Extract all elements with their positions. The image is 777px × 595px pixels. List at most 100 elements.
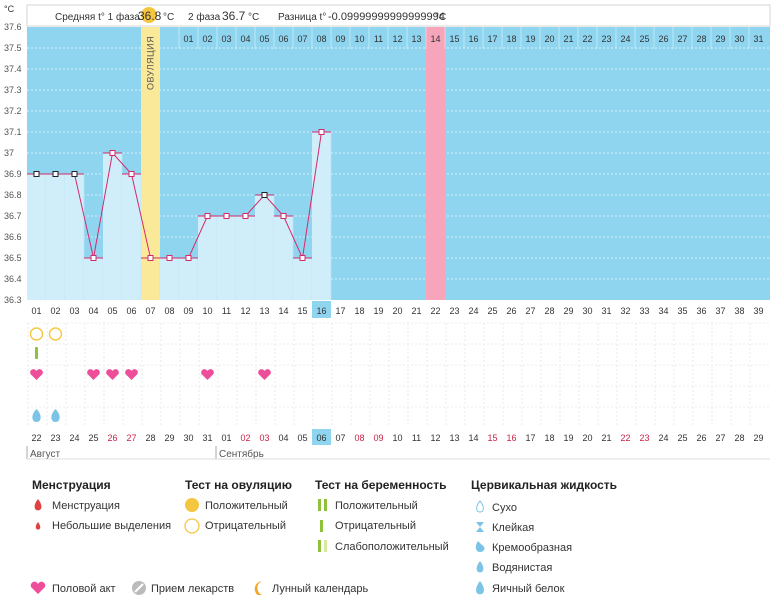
y-tick-label: 36.9 xyxy=(4,169,22,179)
temp-bar xyxy=(293,258,312,300)
pregnancy-positive-icon xyxy=(324,499,327,511)
intercourse-heart xyxy=(30,369,43,380)
calendar-date-label: 22 xyxy=(31,433,41,443)
cycle-day-label: 39 xyxy=(753,306,763,316)
temp-point[interactable] xyxy=(128,171,135,177)
cycle-day-label: 14 xyxy=(278,306,288,316)
temp-bar xyxy=(312,132,331,300)
top-day-label: 30 xyxy=(734,34,744,44)
egg-white-drop xyxy=(51,409,60,422)
cycle-day-label: 32 xyxy=(620,306,630,316)
top-day-label: 25 xyxy=(639,34,649,44)
temp-point[interactable] xyxy=(109,150,116,156)
calendar-date-label: 24 xyxy=(69,433,79,443)
temp-point[interactable] xyxy=(299,255,306,261)
calendar-date-label: 19 xyxy=(563,433,573,443)
calendar-date-label: 26 xyxy=(696,433,706,443)
y-tick-label: 37.4 xyxy=(4,64,22,74)
legend-pregnancy-item: Слабоположительный xyxy=(335,541,449,553)
temp-point[interactable] xyxy=(242,213,249,219)
calendar-date-label: 15 xyxy=(487,433,497,443)
pregnancy-negative-icon xyxy=(320,520,323,532)
top-day-label: 23 xyxy=(601,34,611,44)
cycle-day-label: 37 xyxy=(715,306,725,316)
legend-menstruation-title: Менструация xyxy=(32,478,111,492)
top-day-label: 19 xyxy=(525,34,535,44)
ovulation-label: ОВУЛЯЦИЯ xyxy=(146,36,156,90)
temp-point[interactable] xyxy=(71,171,78,177)
cycle-day-label: 33 xyxy=(639,306,649,316)
temp-point[interactable] xyxy=(147,255,154,261)
spotting-icon xyxy=(35,522,41,530)
calendar-date-label: 10 xyxy=(392,433,402,443)
temp-point[interactable] xyxy=(90,255,97,261)
calendar-date-label: 01 xyxy=(221,433,231,443)
top-day-label: 03 xyxy=(221,34,231,44)
temp-bar xyxy=(65,174,84,300)
temp-point[interactable] xyxy=(261,192,268,198)
pregnancy-test-negative xyxy=(35,347,38,359)
cycle-day-label: 23 xyxy=(449,306,459,316)
calendar-date-label: 23 xyxy=(639,433,649,443)
calendar-date-label: 29 xyxy=(753,433,763,443)
temp-point[interactable] xyxy=(185,255,192,261)
phase2-label: 2 фаза xyxy=(188,11,221,23)
phase1-marker xyxy=(141,7,157,23)
cycle-day-label: 17 xyxy=(335,306,345,316)
cycle-day-label: 18 xyxy=(354,306,364,316)
phase1-unit: °C xyxy=(163,12,174,23)
top-day-label: 09 xyxy=(335,34,345,44)
y-unit-label: °C xyxy=(4,4,15,14)
intercourse-heart xyxy=(106,369,119,380)
phase1-value: 36.8 xyxy=(138,9,162,23)
temp-bar xyxy=(274,216,293,300)
temp-bar xyxy=(179,258,198,300)
legend-cervical-item: Сухо xyxy=(492,502,517,514)
cycle-day-label: 29 xyxy=(563,306,573,316)
calendar-date-label: 13 xyxy=(449,433,459,443)
top-day-label: 06 xyxy=(278,34,288,44)
diff-label: Разница t° xyxy=(278,12,326,23)
temp-bar xyxy=(122,174,141,300)
legend-cervical-item: Клейкая xyxy=(492,522,534,534)
cycle-day-label: 36 xyxy=(696,306,706,316)
current-day-highlight xyxy=(312,301,331,318)
temp-point[interactable] xyxy=(280,213,287,219)
creamy-icon xyxy=(475,541,485,552)
calendar-date-label: 25 xyxy=(677,433,687,443)
calendar-date-label: 30 xyxy=(183,433,193,443)
calendar-date-label: 11 xyxy=(412,433,421,443)
month-label: Сентябрь xyxy=(219,448,264,460)
temp-point[interactable] xyxy=(52,171,59,177)
calendar-date-label: 27 xyxy=(126,433,136,443)
legend-pregnancy-item: Отрицательный xyxy=(335,520,416,532)
temp-point[interactable] xyxy=(204,213,211,219)
calendar-date-label: 28 xyxy=(145,433,155,443)
temp-point[interactable] xyxy=(318,129,325,135)
temp-point[interactable] xyxy=(223,213,230,219)
temp-point[interactable] xyxy=(33,171,40,177)
legend-pregnancy-item: Положительный xyxy=(335,500,418,512)
top-day-label: 22 xyxy=(582,34,592,44)
temp-point[interactable] xyxy=(166,255,173,261)
y-tick-label: 36.8 xyxy=(4,190,22,200)
cycle-day-label: 06 xyxy=(126,306,136,316)
legend-extra-item: Лунный календарь xyxy=(272,583,369,595)
y-tick-label: 36.6 xyxy=(4,232,22,242)
calendar-date-label: 16 xyxy=(506,433,516,443)
legend-pregnancy-title: Тест на беременность xyxy=(315,478,446,492)
legend-ovulation-item: Отрицательный xyxy=(205,520,286,532)
top-day-label: 15 xyxy=(449,34,459,44)
top-day-label: 04 xyxy=(240,34,250,44)
top-day-label: 11 xyxy=(374,34,383,44)
top-day-label: 16 xyxy=(468,34,478,44)
cycle-day-label: 25 xyxy=(487,306,497,316)
calendar-date-label: 24 xyxy=(658,433,668,443)
phase2-unit: °C xyxy=(248,12,259,23)
cycle-day-label: 08 xyxy=(164,306,174,316)
calendar-date-label: 18 xyxy=(544,433,554,443)
cycle-day-label: 31 xyxy=(601,306,611,316)
calendar-date-label: 27 xyxy=(715,433,725,443)
